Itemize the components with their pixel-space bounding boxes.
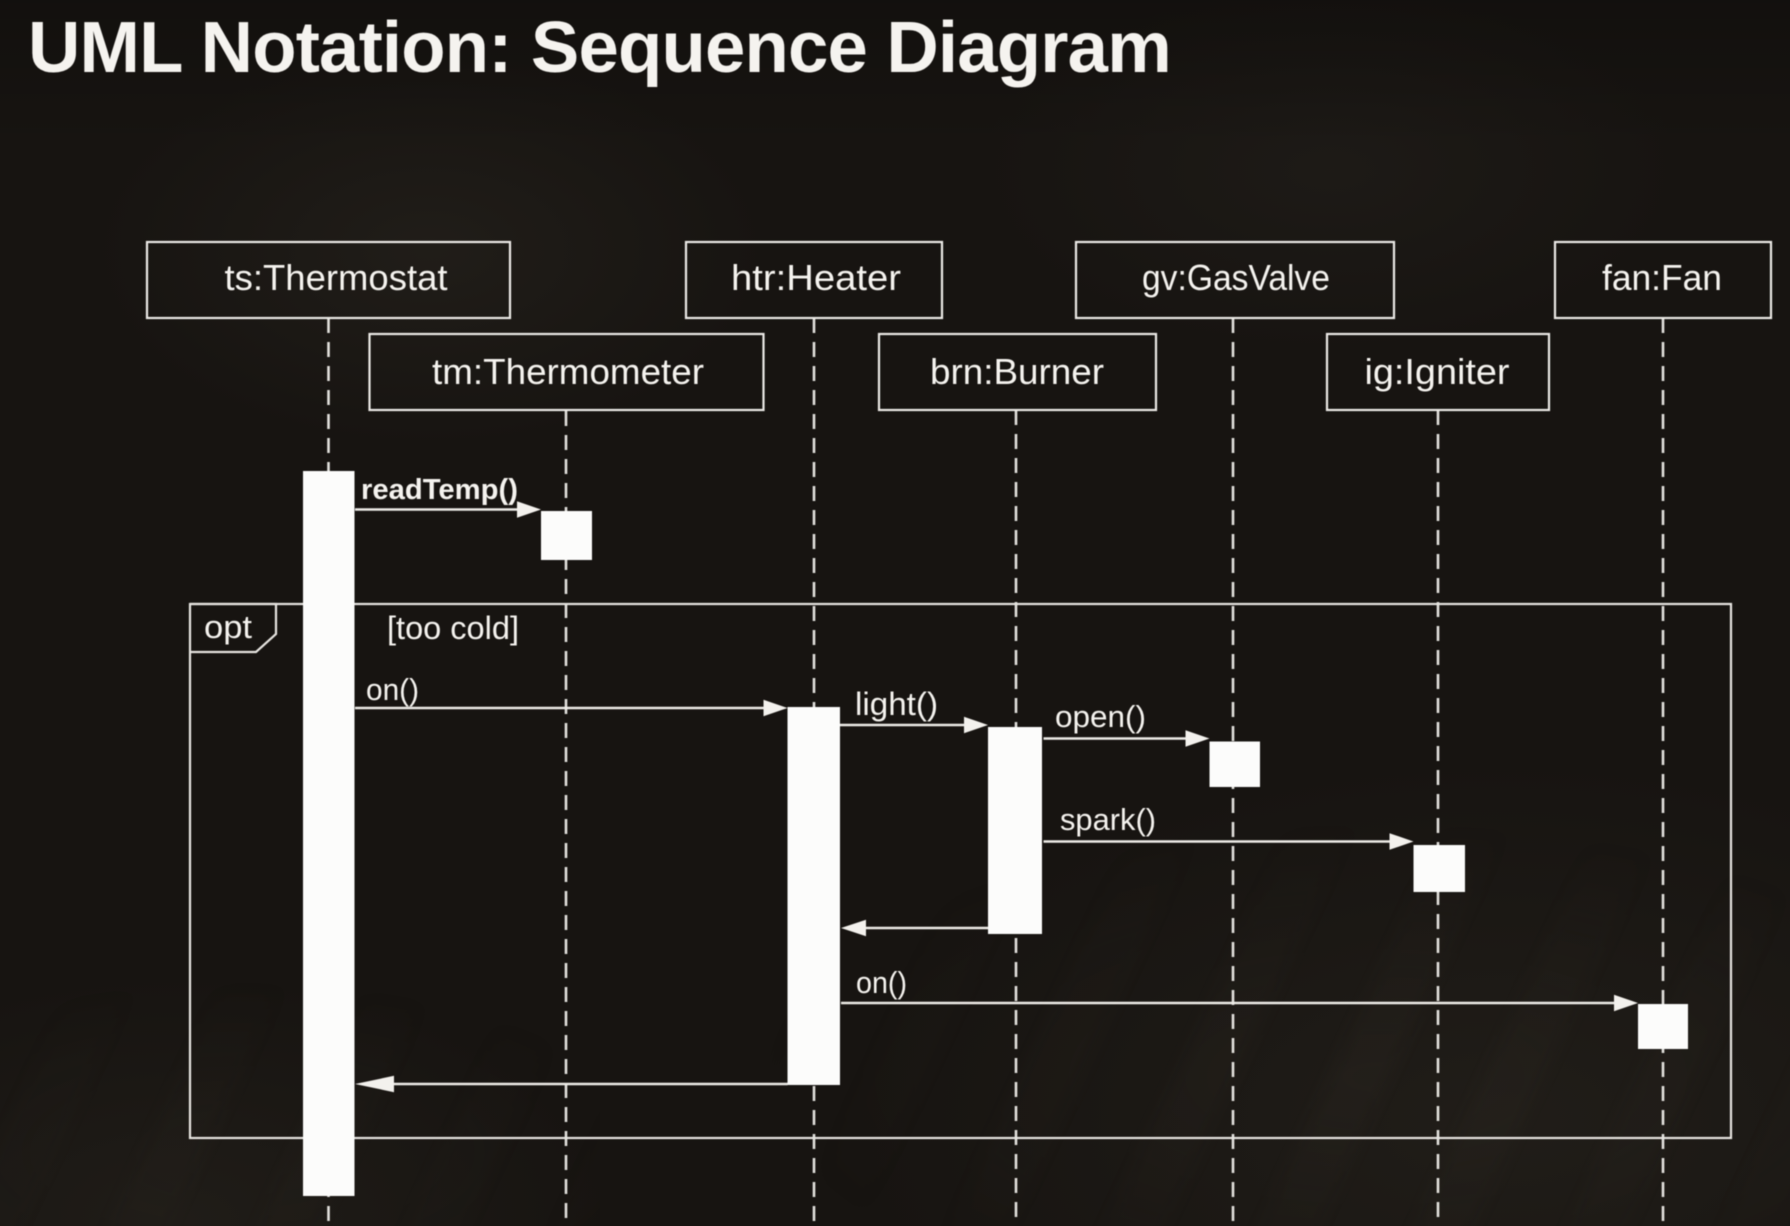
svg-text:fan:Fan: fan:Fan [1602,257,1722,298]
svg-text:opt: opt [204,609,252,645]
svg-text:tm:Thermometer: tm:Thermometer [432,351,704,392]
svg-text:ts:Thermostat: ts:Thermostat [225,257,448,298]
svg-text:spark(): spark() [1060,802,1156,837]
svg-text:gv:GasValve: gv:GasValve [1142,257,1330,298]
svg-text:htr:Heater: htr:Heater [731,257,901,298]
svg-text:on(): on() [366,672,419,707]
svg-text:UML Notation: Sequence Diagram: UML Notation: Sequence Diagram [28,7,1171,88]
svg-text:[too cold]: [too cold] [387,610,519,646]
svg-text:light(): light() [855,686,938,722]
svg-text:open(): open() [1055,699,1146,734]
svg-text:on(): on() [856,965,907,1000]
svg-text:ig:Igniter: ig:Igniter [1365,351,1510,392]
svg-text:readTemp(): readTemp() [361,474,518,506]
svg-text:brn:Burner: brn:Burner [930,351,1104,392]
